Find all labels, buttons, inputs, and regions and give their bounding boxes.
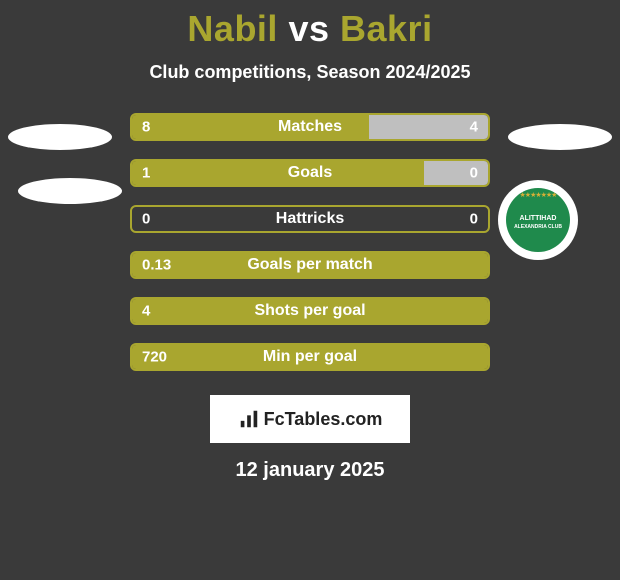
bar-value-left: 720 — [142, 349, 167, 366]
bar-left-fill — [132, 161, 424, 185]
bar-value-left: 8 — [142, 119, 150, 136]
right-ellipse-1 — [508, 124, 612, 150]
bar-metric-label: Matches — [278, 118, 342, 136]
bar-value-left: 0.13 — [142, 257, 171, 274]
bar-row: 720 Min per goal — [130, 343, 490, 371]
bar-metric-label: Goals per match — [247, 256, 372, 274]
chart-bars-icon — [238, 408, 260, 430]
bar-row: 0 Hattricks 0 — [130, 205, 490, 233]
left-ellipse-2 — [18, 178, 122, 204]
title-left: Nabil — [187, 8, 278, 49]
subtitle: Club competitions, Season 2024/2025 — [0, 62, 620, 83]
bar-value-left: 1 — [142, 165, 150, 182]
bar-metric-label: Goals — [288, 164, 332, 182]
infographic-date: 12 january 2025 — [0, 459, 620, 482]
fctables-logo: FcTables.com — [210, 395, 410, 443]
bar-row: 0.13 Goals per match — [130, 251, 490, 279]
club-badge: ★★★★★★★ ALITTIHAD ALEXANDRIA CLUB — [498, 180, 578, 260]
bar-metric-label: Shots per goal — [254, 302, 365, 320]
left-ellipse-1 — [8, 124, 112, 150]
title-vs: vs — [288, 8, 329, 49]
badge-text: ALITTIHAD ALEXANDRIA CLUB — [514, 215, 562, 230]
bar-row: 1 Goals 0 — [130, 159, 490, 187]
bar-value-right: 0 — [470, 211, 478, 228]
comparison-bars: 8 Matches 4 1 Goals 0 0 Hattricks 0 0.13 Goals per… — [130, 113, 490, 371]
badge-stars-icon: ★★★★★★★ — [520, 191, 557, 199]
logo-text: FcTables.com — [264, 409, 383, 430]
bar-value-right: 0 — [470, 165, 478, 182]
title-right: Bakri — [340, 8, 433, 49]
bar-value-right: 4 — [470, 119, 478, 136]
bar-row: 8 Matches 4 — [130, 113, 490, 141]
page-title: Nabil vs Bakri — [0, 0, 620, 50]
bar-metric-label: Hattricks — [276, 210, 344, 228]
bar-row: 4 Shots per goal — [130, 297, 490, 325]
bar-metric-label: Min per goal — [263, 348, 357, 366]
bar-value-left: 0 — [142, 211, 150, 228]
bar-value-left: 4 — [142, 303, 150, 320]
bar-right-fill — [424, 161, 488, 185]
